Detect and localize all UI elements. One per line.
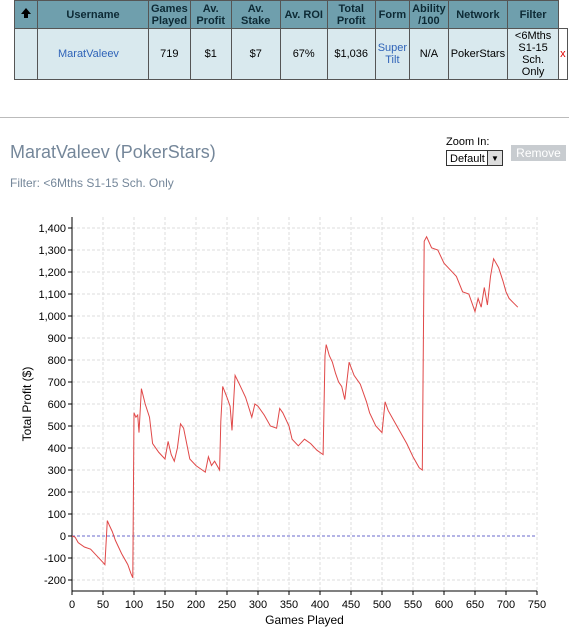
y-tick-label: 1,000: [38, 311, 66, 323]
x-axis-label: Games Played: [265, 613, 344, 627]
y-tick-label: 200: [48, 487, 66, 499]
x-tick-label: 500: [373, 599, 391, 611]
blank: [558, 0, 568, 29]
y-tick-label: 400: [48, 443, 66, 455]
dropdown-arrow: ▼: [487, 151, 502, 165]
x-tick-label: 650: [466, 599, 484, 611]
x-tick-label: 250: [218, 599, 236, 611]
x-tick-label: 750: [528, 599, 546, 611]
x-tick-label: 700: [497, 599, 515, 611]
header[interactable]: Form: [374, 0, 411, 29]
header[interactable]: Ability /100: [409, 0, 449, 29]
remove-button[interactable]: Remove: [511, 145, 566, 161]
chart: -200-10001002003004005006007008009001,00…: [20, 217, 546, 627]
y-tick-label: 700: [48, 377, 66, 389]
cell: $7: [230, 28, 281, 80]
y-tick-label: 1,100: [38, 289, 66, 301]
cell: [14, 28, 38, 80]
x-tick-label: 200: [187, 599, 205, 611]
cell: 719: [148, 28, 191, 80]
cell: $1: [189, 28, 232, 80]
x-tick-label: 450: [342, 599, 360, 611]
header[interactable]: Av. Stake: [230, 0, 281, 29]
panel-title: MaratValeev (PokerStars): [10, 142, 216, 162]
player-table: Username Games Played Av. Profit Av. Sta…: [14, 0, 568, 80]
y-tick-label: 0: [60, 531, 66, 543]
zoom-select[interactable]: Default ▼: [446, 150, 503, 166]
profit-line: [71, 235, 519, 578]
cell: 67%: [279, 28, 328, 80]
sort-arrow[interactable]: [14, 0, 38, 29]
header[interactable]: Av. ROI: [279, 0, 328, 29]
separator: [0, 117, 569, 118]
zoom-label: Zoom In:: [446, 136, 490, 148]
header[interactable]: Username: [37, 0, 149, 29]
header[interactable]: Filter: [507, 0, 560, 29]
y-tick-label: -200: [44, 575, 66, 587]
y-tick-label: 500: [48, 421, 66, 433]
y-axis-label: Total Profit ($): [20, 367, 34, 442]
y-tick-label: 1,400: [38, 223, 66, 235]
y-tick-label: -100: [44, 553, 66, 565]
y-tick-label: 1,200: [38, 267, 66, 279]
header[interactable]: Games Played: [148, 0, 191, 29]
username[interactable]: MaratValeev: [37, 28, 149, 80]
cell: PokerStars: [447, 28, 509, 80]
header[interactable]: Total Profit: [326, 0, 376, 29]
y-tick-label: 800: [48, 355, 66, 367]
x-tick-label: 300: [249, 599, 267, 611]
y-tick-label: 100: [48, 509, 66, 521]
header[interactable]: Network: [447, 0, 509, 29]
y-tick-label: 600: [48, 399, 66, 411]
x-tick-label: 150: [156, 599, 174, 611]
x-tick-label: 600: [435, 599, 453, 611]
form[interactable]: Super Tilt: [374, 28, 411, 80]
x-tick-label: 550: [404, 599, 422, 611]
remove-row[interactable]: x: [558, 28, 568, 80]
cell: N/A: [409, 28, 449, 80]
x-tick-label: 100: [125, 599, 143, 611]
cell: $1,036: [326, 28, 376, 80]
x-tick-label: 0: [69, 599, 75, 611]
x-tick-label: 400: [311, 599, 329, 611]
y-tick-label: 1,300: [38, 245, 66, 257]
panel-filter: Filter: <6Mths S1-15 Sch. Only: [10, 176, 174, 190]
y-tick-label: 900: [48, 333, 66, 345]
y-tick-label: 300: [48, 465, 66, 477]
header[interactable]: Av. Profit: [189, 0, 232, 29]
x-tick-label: 350: [280, 599, 298, 611]
zoom-value: Default: [450, 153, 485, 165]
x-tick-label: 50: [97, 599, 109, 611]
cell: <6Mths S1-15 Sch. Only: [507, 28, 560, 80]
